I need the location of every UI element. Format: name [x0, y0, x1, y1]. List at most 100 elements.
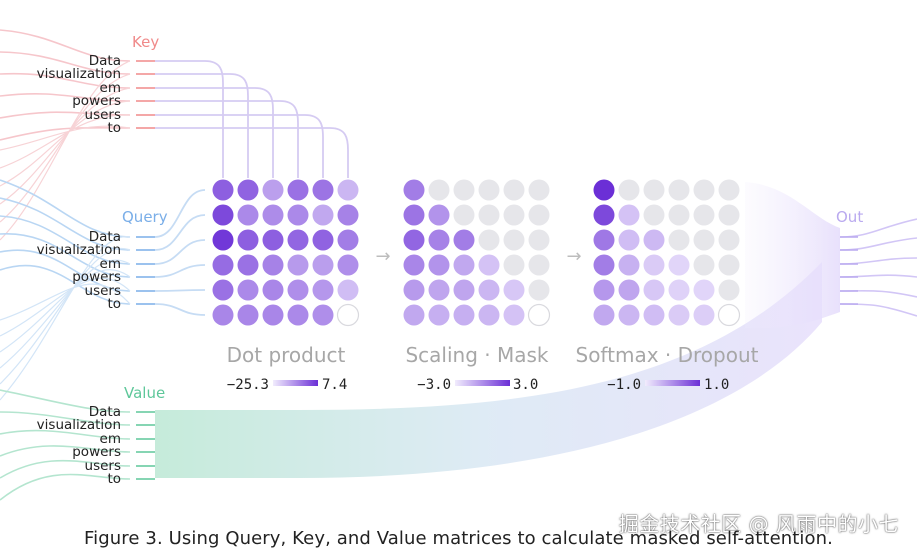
matrix-cell — [403, 229, 425, 251]
matrix-cell — [262, 254, 284, 276]
key-cross-line — [0, 114, 131, 169]
matrix-cell — [693, 229, 715, 251]
query-to-matrix-line — [154, 239, 206, 265]
matrix-cell — [618, 179, 640, 201]
stage-label-scaling-mask: Scaling · Mask — [405, 343, 548, 367]
matrix-cell — [693, 304, 715, 326]
matrix-cell — [453, 279, 475, 301]
query-input-line — [0, 179, 131, 238]
out-label: Out — [836, 208, 863, 226]
matrix-cell — [693, 204, 715, 226]
matrix-cell — [593, 279, 615, 301]
key-cross-line — [0, 100, 131, 187]
matrix-cell — [668, 279, 690, 301]
matrix-cell — [237, 279, 259, 301]
scale-bar — [273, 380, 318, 386]
attention-matrix-0 — [212, 179, 360, 327]
matrix-cell — [287, 254, 309, 276]
matrix-cell — [212, 179, 234, 201]
matrix-cell — [618, 279, 640, 301]
matrix-cell — [593, 229, 615, 251]
matrix-cell — [718, 179, 740, 201]
key-to-matrix-line — [155, 100, 299, 178]
scale-bar — [455, 380, 510, 386]
matrix-cell — [503, 204, 525, 226]
key-to-matrix-line — [155, 87, 274, 178]
matrix-cell — [668, 229, 690, 251]
matrix-cell — [528, 204, 550, 226]
token-label: em — [100, 80, 121, 96]
matrix-cell — [478, 304, 500, 326]
matrix-cell — [668, 204, 690, 226]
scale-min: −1.0 — [607, 377, 641, 393]
matrix-cell — [478, 179, 500, 201]
matrix-cell — [668, 179, 690, 201]
matrix-cell — [237, 254, 259, 276]
key-input-line — [0, 72, 131, 89]
matrix-cell — [718, 254, 740, 276]
matrix-cell — [403, 254, 425, 276]
matrix-cell — [212, 254, 234, 276]
matrix-cell — [478, 279, 500, 301]
key-input-line — [0, 29, 131, 62]
scale-max: 7.4 — [322, 377, 347, 393]
attention-matrices — [212, 179, 741, 327]
matrix-cell — [593, 304, 615, 326]
matrix-cell — [503, 254, 525, 276]
token-label: powers — [72, 444, 121, 460]
attention-matrix-2 — [593, 179, 741, 327]
matrix-cell — [643, 229, 665, 251]
key-input-line — [0, 51, 131, 75]
matrix-cell — [528, 279, 550, 301]
matrix-cell — [453, 254, 475, 276]
matrix-cell — [212, 304, 234, 326]
flow-lines — [0, 29, 917, 501]
matrix-cell — [403, 204, 425, 226]
matrix-cell — [312, 229, 334, 251]
matrix-cell — [262, 204, 284, 226]
token-label: users — [85, 458, 121, 474]
matrix-cell — [428, 204, 450, 226]
matrix-cell — [262, 179, 284, 201]
figure-caption: Figure 3. Using Query, Key, and Value ma… — [84, 528, 833, 549]
query-token-list: Data visualization em powers users to — [37, 229, 121, 312]
matrix-cell — [428, 254, 450, 276]
matrix-cell — [503, 304, 525, 326]
matrix-cell — [312, 304, 334, 326]
matrix-cell — [237, 179, 259, 201]
matrix-cell — [428, 229, 450, 251]
matrix-cell — [237, 304, 259, 326]
matrix-cell — [337, 204, 359, 226]
matrix-cell — [527, 303, 551, 327]
matrix-cell — [528, 179, 550, 201]
token-label: visualization — [37, 66, 121, 82]
output-line — [839, 257, 917, 265]
matrix-cell — [618, 304, 640, 326]
matrix-cell — [453, 204, 475, 226]
key-token-list: Data visualization em powers users to — [37, 53, 121, 136]
token-label: em — [100, 431, 121, 447]
scale-bar — [645, 380, 700, 386]
token-label: Data — [89, 53, 121, 69]
matrix-cell — [528, 254, 550, 276]
token-label: Data — [89, 229, 121, 245]
matrix-cell — [237, 204, 259, 226]
token-label: powers — [72, 93, 121, 109]
matrix-cell — [693, 179, 715, 201]
matrix-cell — [717, 303, 741, 327]
matrix-cell — [403, 179, 425, 201]
matrix-cell — [287, 279, 309, 301]
matrix-cell — [262, 304, 284, 326]
value-input-line — [0, 445, 131, 457]
matrix-cell — [718, 204, 740, 226]
matrix-cell — [212, 279, 234, 301]
color-scale-scaling-mask: −3.0 3.0 — [417, 377, 538, 393]
token-label: users — [85, 107, 121, 123]
token-label: powers — [72, 269, 121, 285]
value-input-line — [0, 429, 131, 440]
token-label: visualization — [37, 242, 121, 258]
query-input-line — [0, 197, 131, 251]
matrix-cell — [212, 204, 234, 226]
scale-max: 3.0 — [513, 377, 538, 393]
